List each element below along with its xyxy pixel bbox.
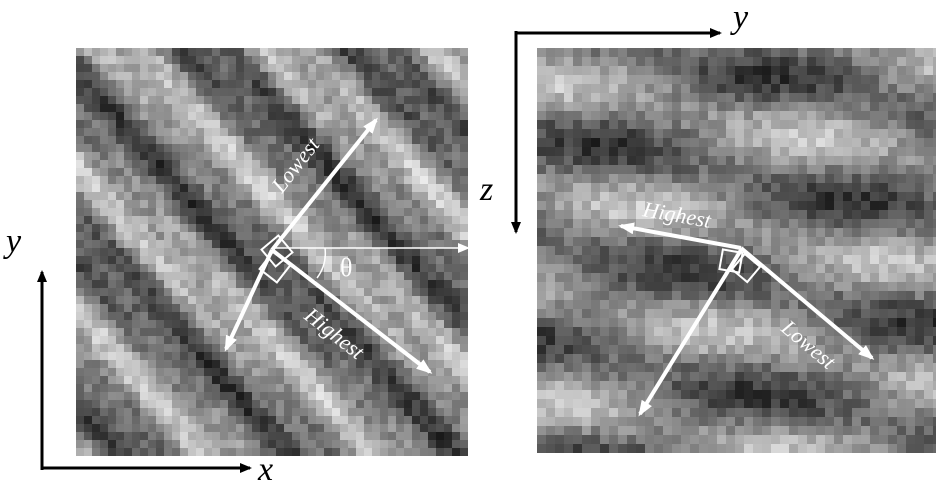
- right-texture-pixels: [537, 48, 936, 453]
- right-z-axis-label: z: [479, 171, 493, 208]
- right-y-axis-label: y: [730, 0, 749, 36]
- highest-direction-arrow: [270, 248, 433, 374]
- right-angle-marker-2: [258, 250, 292, 284]
- highest-direction-arrow-right: [618, 222, 742, 250]
- vertical-direction-arrow-right: [638, 248, 743, 417]
- lowest-direction-arrow: [270, 117, 378, 252]
- lowest-opposite-arrow: [224, 249, 274, 352]
- right-angle-marker-3: [718, 248, 744, 274]
- lowest-direction-arrow-right: [739, 246, 875, 360]
- theta-angle-arc: [316, 247, 327, 279]
- theta-label: θ: [340, 253, 352, 282]
- left-texture-pixels: [76, 48, 468, 456]
- right-texture-panel: [537, 48, 936, 453]
- left-y-axis-label: y: [3, 223, 22, 260]
- right-angle-marker-4: [730, 252, 762, 284]
- left-texture-panel: [76, 48, 468, 456]
- left-x-axis-label: x: [257, 451, 273, 485]
